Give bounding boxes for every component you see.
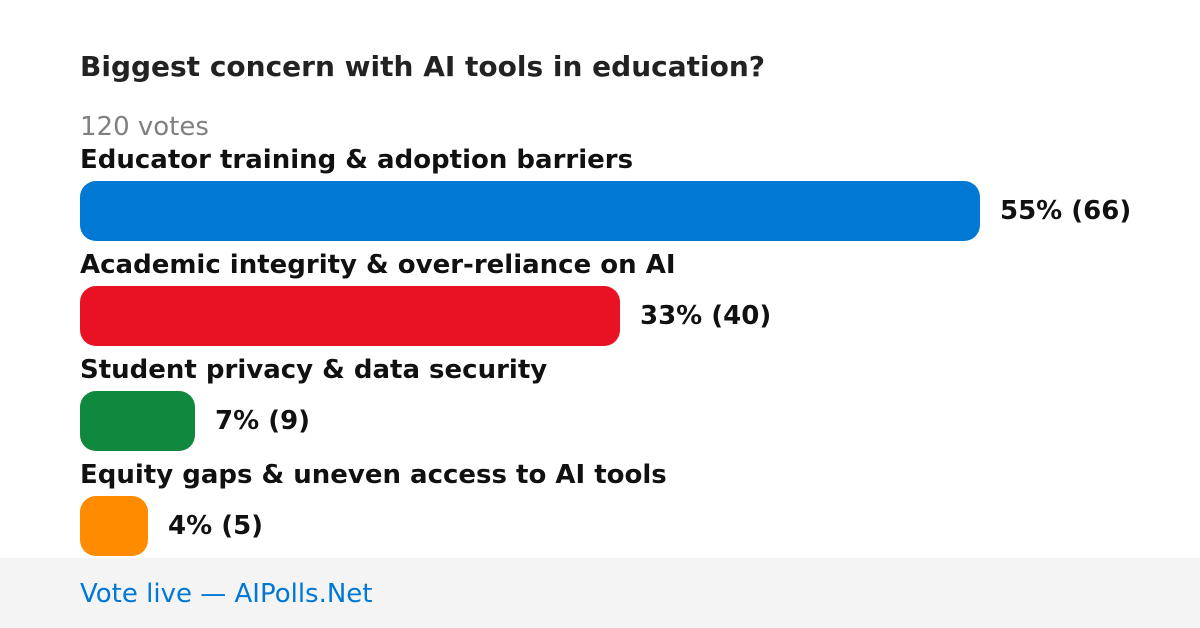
- poll-option[interactable]: Equity gaps & uneven access to AI tools 4…: [80, 460, 1180, 565]
- poll-option[interactable]: Academic integrity & over-reliance on AI…: [80, 250, 1180, 355]
- option-label: Equity gaps & uneven access to AI tools: [80, 460, 667, 490]
- result-bar: [80, 496, 148, 556]
- result-bar: [80, 391, 195, 451]
- result-label: 55% (66): [1000, 196, 1132, 226]
- result-label: 33% (40): [640, 301, 772, 331]
- poll-option[interactable]: Student privacy & data security 7% (9): [80, 355, 1180, 460]
- option-label: Academic integrity & over-reliance on AI: [80, 250, 676, 280]
- poll-title: Biggest concern with AI tools in educati…: [80, 50, 766, 83]
- vote-live-link[interactable]: Vote live — AIPolls.Net: [80, 579, 373, 609]
- vote-count: 120 votes: [80, 112, 209, 142]
- poll-option[interactable]: Educator training & adoption barriers 55%…: [80, 145, 1180, 250]
- result-bar: [80, 286, 620, 346]
- result-label: 7% (9): [215, 406, 311, 436]
- option-label: Educator training & adoption barriers: [80, 145, 634, 175]
- result-label: 4% (5): [168, 511, 264, 541]
- footer: Vote live — AIPolls.Net: [0, 558, 1200, 628]
- result-bar: [80, 181, 980, 241]
- option-label: Student privacy & data security: [80, 355, 548, 385]
